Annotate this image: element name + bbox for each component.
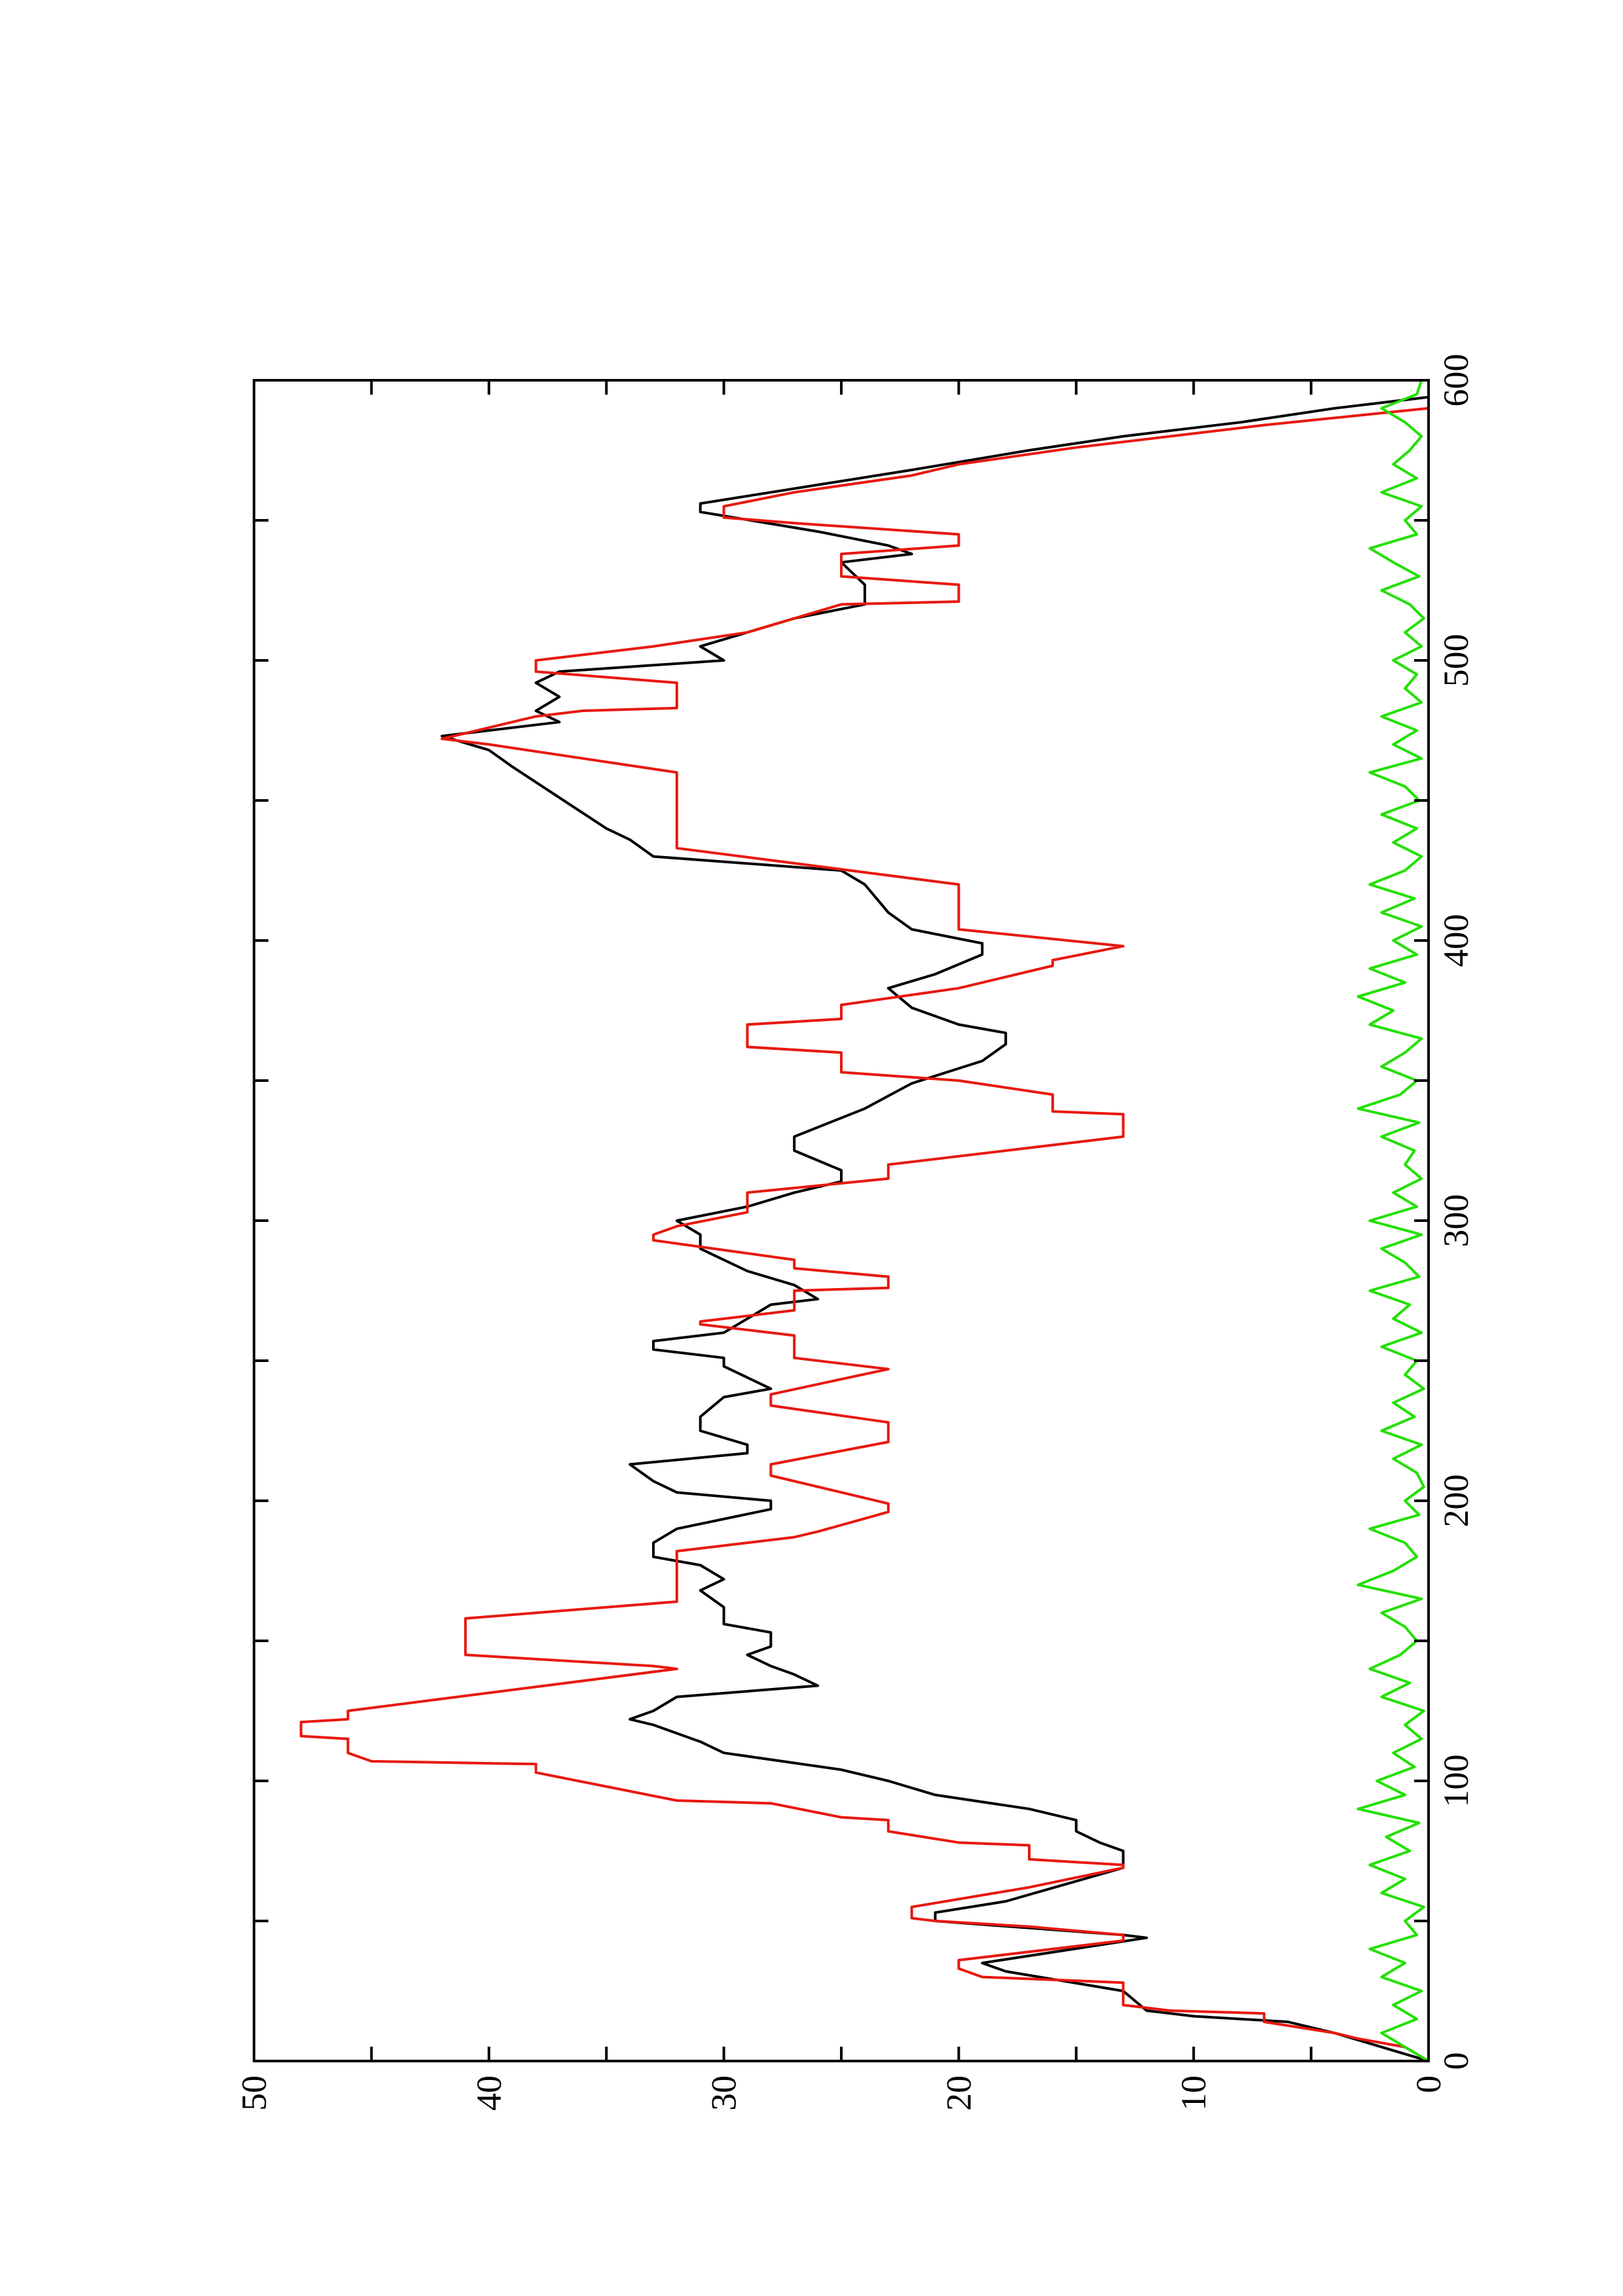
y-tick-label: 0 — [1409, 2075, 1448, 2093]
x-tick-label: 100 — [1436, 1755, 1476, 1808]
x-tick-label: 0 — [1436, 2053, 1476, 2070]
x-tick-label: 300 — [1436, 1194, 1476, 1247]
x-tick-label: 600 — [1436, 354, 1476, 407]
plot-frame — [253, 379, 1430, 2062]
y-tick-label: 20 — [939, 2075, 978, 2111]
series-line — [1357, 380, 1430, 2062]
x-tick-label: 400 — [1436, 914, 1476, 967]
x-tick-label: 200 — [1436, 1475, 1476, 1528]
y-tick-label: 10 — [1174, 2075, 1213, 2111]
series-line — [441, 395, 1429, 2062]
plot-area: 0 100 200 300 400 500 600 0 10 20 30 40 50 — [234, 354, 1476, 2111]
y-tick-label: 40 — [469, 2075, 509, 2111]
series-line — [299, 406, 1430, 2062]
y-tick-label: 50 — [234, 2075, 274, 2111]
y-tick-label: 30 — [704, 2075, 744, 2111]
x-tick-label: 500 — [1436, 634, 1476, 687]
